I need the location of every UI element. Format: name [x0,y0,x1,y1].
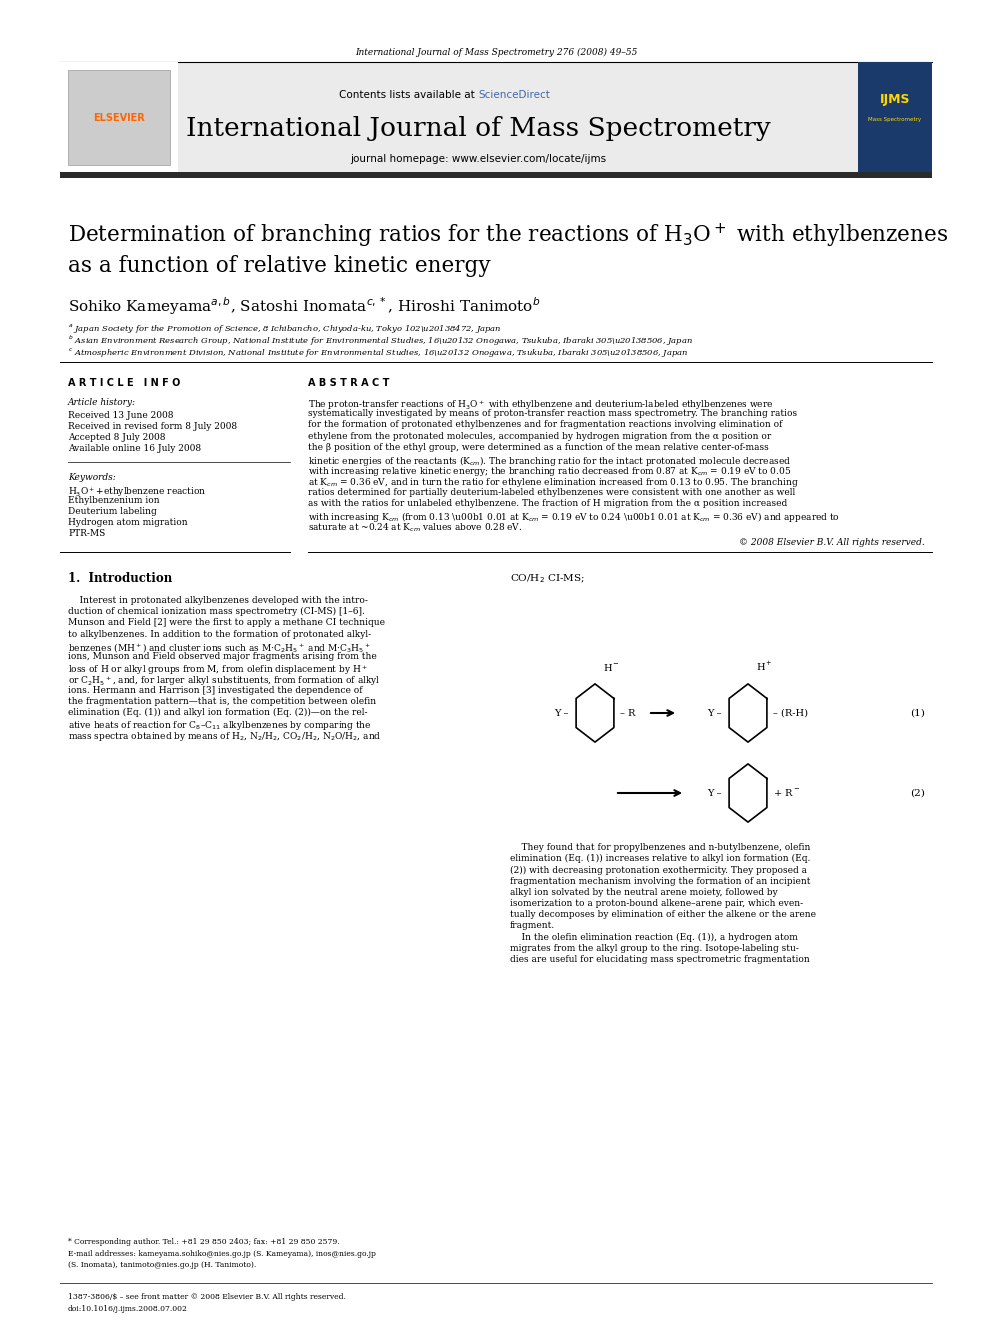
Text: Interest in protonated alkylbenzenes developed with the intro-: Interest in protonated alkylbenzenes dev… [68,595,368,605]
Text: Determination of branching ratios for the reactions of H$_3$O$^+$ with ethylbenz: Determination of branching ratios for th… [68,222,948,250]
Text: duction of chemical ionization mass spectrometry (CI-MS) [1–6].: duction of chemical ionization mass spec… [68,607,365,617]
Text: mass spectra obtained by means of H$_2$, N$_2$/H$_2$, CO$_2$/H$_2$, N$_2$O/H$_2$: mass spectra obtained by means of H$_2$,… [68,730,381,744]
Text: the fragmentation pattern—that is, the competition between olefin: the fragmentation pattern—that is, the c… [68,697,376,705]
Bar [68,70,170,165]
Text: © 2008 Elsevier B.V. All rights reserved.: © 2008 Elsevier B.V. All rights reserved… [739,538,925,546]
Text: The proton-transfer reactions of H$_3$O$^+$ with ethylbenzene and deuterium-labe: The proton-transfer reactions of H$_3$O$… [308,398,774,411]
Text: ELSEVIER: ELSEVIER [93,112,145,123]
Bar [60,172,932,179]
Text: saturate at ~0.24 at K$_{cm}$ values above 0.28 eV.: saturate at ~0.24 at K$_{cm}$ values abo… [308,521,523,533]
Text: A B S T R A C T: A B S T R A C T [308,378,390,388]
Text: 1387-3806/$ – see front matter © 2008 Elsevier B.V. All rights reserved.: 1387-3806/$ – see front matter © 2008 El… [68,1293,346,1301]
Text: kinetic energies of the reactants (K$_{cm}$). The branching ratio for the intact: kinetic energies of the reactants (K$_{c… [308,454,791,468]
Text: $^b$ Asian Environment Research Group, National Institute for Environmental Stud: $^b$ Asian Environment Research Group, N… [68,333,693,348]
Text: (1): (1) [910,709,925,717]
Text: with increasing relative kinetic energy; the branching ratio decreased from 0.87: with increasing relative kinetic energy;… [308,466,792,478]
Text: They found that for propylbenzenes and n-butylbenzene, olefin: They found that for propylbenzenes and n… [510,843,810,852]
Text: ative heats of reaction for C$_8$–C$_{11}$ alkylbenzenes by comparing the: ative heats of reaction for C$_8$–C$_{11… [68,720,372,732]
Text: Available online 16 July 2008: Available online 16 July 2008 [68,445,201,452]
Text: International Journal of Mass Spectrometry: International Journal of Mass Spectromet… [186,116,771,142]
Text: PTR-MS: PTR-MS [68,529,105,538]
Text: migrates from the alkyl group to the ring. Isotope-labeling stu-: migrates from the alkyl group to the rin… [510,943,799,953]
Text: CO/H$_2$ CI-MS;: CO/H$_2$ CI-MS; [510,572,585,585]
Text: Munson and Field [2] were the first to apply a methane CI technique: Munson and Field [2] were the first to a… [68,618,385,627]
Text: ratios determined for partially deuterium-labeled ethylbenzenes were consistent : ratios determined for partially deuteriu… [308,488,796,496]
Text: to alkylbenzenes. In addition to the formation of protonated alkyl-: to alkylbenzenes. In addition to the for… [68,630,371,639]
Text: Received in revised form 8 July 2008: Received in revised form 8 July 2008 [68,422,237,431]
Text: isomerization to a proton-bound alkene–arene pair, which even-: isomerization to a proton-bound alkene–a… [510,900,804,908]
Text: ScienceDirect: ScienceDirect [478,90,550,101]
Text: Deuterium labeling: Deuterium labeling [68,507,157,516]
Text: Contents lists available at: Contents lists available at [339,90,478,101]
Text: In the olefin elimination reaction (Eq. (1)), a hydrogen atom: In the olefin elimination reaction (Eq. … [510,933,798,942]
Text: with increasing K$_{cm}$ (from 0.13 \u00b1 0.01 at K$_{cm}$ = 0.19 eV to 0.24 \u: with increasing K$_{cm}$ (from 0.13 \u00… [308,509,840,524]
Text: H$^-$: H$^-$ [603,663,620,673]
Text: at K$_{cm}$ = 0.36 eV, and in turn the ratio for ethylene elimination increased : at K$_{cm}$ = 0.36 eV, and in turn the r… [308,476,799,490]
Text: (S. Inomata), tanimoto@nies.go.jp (H. Tanimoto).: (S. Inomata), tanimoto@nies.go.jp (H. Ta… [68,1261,256,1269]
Text: dies are useful for elucidating mass spectrometric fragmentation: dies are useful for elucidating mass spe… [510,955,809,964]
Text: + R$^-$: + R$^-$ [773,787,800,799]
Text: fragment.: fragment. [510,921,556,930]
Text: Keywords:: Keywords: [68,474,116,482]
Text: Hydrogen atom migration: Hydrogen atom migration [68,519,187,527]
Text: Mass Spectrometry: Mass Spectrometry [868,118,922,123]
Text: journal homepage: www.elsevier.com/locate/ijms: journal homepage: www.elsevier.com/locat… [350,153,606,164]
Text: H$_3$O$^+$+ethylbenzene reaction: H$_3$O$^+$+ethylbenzene reaction [68,486,206,499]
Text: * Corresponding author. Tel.: +81 29 850 2403; fax: +81 29 850 2579.: * Corresponding author. Tel.: +81 29 850… [68,1238,339,1246]
Text: 1.  Introduction: 1. Introduction [68,572,173,585]
Text: Received 13 June 2008: Received 13 June 2008 [68,411,174,419]
Text: systematically investigated by means of proton-transfer reaction mass spectromet: systematically investigated by means of … [308,409,798,418]
Text: ions. Hermann and Harrison [3] investigated the dependence of: ions. Hermann and Harrison [3] investiga… [68,685,362,695]
Text: Ethylbenzenium ion: Ethylbenzenium ion [68,496,160,505]
Text: fragmentation mechanism involving the formation of an incipient: fragmentation mechanism involving the fo… [510,877,810,885]
Text: A R T I C L E   I N F O: A R T I C L E I N F O [68,378,181,388]
Text: Y –: Y – [554,709,568,717]
Text: E-mail addresses: kameyama.sohiko@nies.go.jp (S. Kameyama), inos@nies.go.jp: E-mail addresses: kameyama.sohiko@nies.g… [68,1250,376,1258]
Text: H$^+$: H$^+$ [756,660,773,673]
Text: International Journal of Mass Spectrometry 276 (2008) 49–55: International Journal of Mass Spectromet… [355,48,637,57]
Text: Article history:: Article history: [68,398,136,407]
Text: ethylene from the protonated molecules, accompanied by hydrogen migration from t: ethylene from the protonated molecules, … [308,431,771,441]
Bar [60,62,858,172]
Text: as a function of relative kinetic energy: as a function of relative kinetic energy [68,255,491,277]
Text: loss of H or alkyl groups from M, from olefin displacement by H$^+$: loss of H or alkyl groups from M, from o… [68,663,368,677]
Text: Accepted 8 July 2008: Accepted 8 July 2008 [68,433,166,442]
Text: Y –: Y – [706,789,721,798]
Text: elimination (Eq. (1)) increases relative to alkyl ion formation (Eq.: elimination (Eq. (1)) increases relative… [510,855,810,864]
Text: $^a$ Japan Society for the Promotion of Science, 8 Ichibancho, Chiyoda-ku, Tokyo: $^a$ Japan Society for the Promotion of … [68,321,502,335]
Text: tually decomposes by elimination of either the alkene or the arene: tually decomposes by elimination of eith… [510,910,816,919]
Text: or C$_2$H$_5$$^+$, and, for larger alkyl substituents, from formation of alkyl: or C$_2$H$_5$$^+$, and, for larger alkyl… [68,675,380,688]
Text: Y –: Y – [706,709,721,717]
Text: elimination (Eq. (1)) and alkyl ion formation (Eq. (2))—on the rel-: elimination (Eq. (1)) and alkyl ion form… [68,708,367,717]
Text: the β position of the ethyl group, were determined as a function of the mean rel: the β position of the ethyl group, were … [308,443,769,451]
Text: alkyl ion solvated by the neutral arene moiety, followed by: alkyl ion solvated by the neutral arene … [510,888,778,897]
Text: for the formation of protonated ethylbenzenes and for fragmentation reactions in: for the formation of protonated ethylben… [308,421,783,430]
Text: $^c$ Atmospheric Environment Division, National Institute for Environmental Stud: $^c$ Atmospheric Environment Division, N… [68,347,688,359]
Text: – R: – R [620,709,635,717]
Text: Sohiko Kameyama$^{a,b}$, Satoshi Inomata$^{c,*}$, Hiroshi Tanimoto$^b$: Sohiko Kameyama$^{a,b}$, Satoshi Inomata… [68,295,541,316]
Text: as with the ratios for unlabeled ethylbenzene. The fraction of H migration from : as with the ratios for unlabeled ethylbe… [308,499,788,508]
Text: doi:10.1016/j.ijms.2008.07.002: doi:10.1016/j.ijms.2008.07.002 [68,1304,187,1312]
Text: – (R-H): – (R-H) [773,709,807,717]
Text: (2): (2) [910,789,925,798]
Bar [60,62,178,172]
Text: (2)) with decreasing protonation exothermicity. They proposed a: (2)) with decreasing protonation exother… [510,865,807,875]
Text: ions, Munson and Field observed major fragments arising from the: ions, Munson and Field observed major fr… [68,652,377,662]
Text: benzenes (MH$^+$) and cluster ions such as M·C$_2$H$_5$$^+$ and M·C$_3$H$_5$$^+$: benzenes (MH$^+$) and cluster ions such … [68,640,371,654]
Bar [858,62,932,172]
Text: IJMS: IJMS [880,94,911,106]
